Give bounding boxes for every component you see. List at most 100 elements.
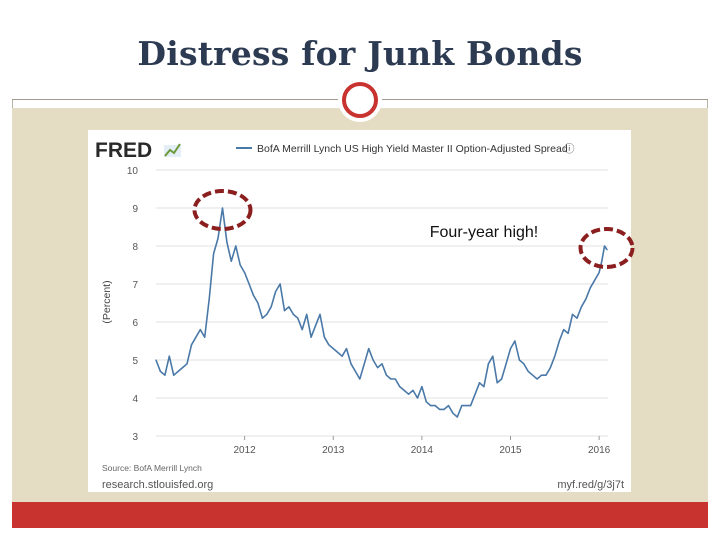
- data-point: [558, 340, 560, 342]
- data-point: [319, 313, 321, 315]
- data-point: [416, 397, 419, 399]
- data-point: [509, 348, 512, 350]
- data-point: [606, 249, 608, 251]
- data-point: [279, 283, 281, 285]
- data-point: [195, 336, 197, 338]
- x-ticks: 2012 2013 2014 2015 2016: [234, 436, 611, 456]
- data-point: [430, 405, 432, 407]
- data-point: [288, 306, 290, 308]
- data-point: [576, 317, 578, 319]
- y-tick-label: 4: [132, 394, 138, 405]
- data-point: [301, 329, 303, 331]
- data-point: [213, 253, 215, 255]
- y-tick-label: 7: [132, 280, 138, 291]
- data-point: [465, 405, 467, 407]
- legend-label: BofA Merrill Lynch US High Yield Master …: [257, 143, 568, 155]
- fred-chart: FRED BofA Merrill Lynch US High Yield Ma…: [95, 139, 624, 491]
- data-point: [199, 329, 201, 331]
- data-point: [332, 348, 334, 350]
- data-point: [461, 405, 463, 407]
- data-point: [549, 367, 551, 369]
- data-point: [571, 313, 574, 315]
- data-point: [412, 389, 414, 391]
- source-note: Source: BofA Merrill Lynch: [102, 463, 202, 473]
- y-tick-label: 5: [132, 356, 138, 367]
- data-point: [168, 355, 170, 357]
- data-point: [563, 329, 565, 331]
- data-point: [226, 241, 228, 243]
- data-point: [527, 370, 529, 372]
- data-point: [337, 351, 339, 353]
- data-point: [601, 260, 603, 262]
- data-point: [385, 374, 387, 376]
- data-point: [514, 340, 516, 342]
- data-point: [323, 336, 325, 338]
- data-point: [603, 245, 606, 247]
- y-tick-label: 6: [132, 318, 138, 329]
- data-point: [545, 374, 547, 376]
- data-point: [155, 359, 157, 361]
- recent-high-highlight-circle: [578, 227, 635, 269]
- legend-info-icon: ⓘ: [564, 143, 575, 155]
- x-tick-label: 2013: [322, 445, 345, 456]
- data-point: [328, 344, 330, 346]
- chart-card: FRED BofA Merrill Lynch US High Yield Ma…: [88, 130, 631, 492]
- data-point: [283, 310, 286, 312]
- data-point: [257, 302, 259, 304]
- y-tick-label: 9: [132, 204, 138, 215]
- data-point: [306, 313, 308, 315]
- data-point: [204, 336, 206, 338]
- data-point: [345, 348, 348, 350]
- grid: [156, 169, 608, 437]
- data-point: [408, 393, 410, 395]
- data-point: [443, 408, 445, 410]
- title-rule-left: [12, 99, 340, 100]
- x-tick-label: 2012: [234, 445, 257, 456]
- data-point: [439, 408, 441, 410]
- data-point: [585, 298, 587, 300]
- data-point: [540, 374, 543, 376]
- series-points: [155, 207, 608, 418]
- annotation-text: Four-year high!: [430, 224, 539, 241]
- data-point: [244, 272, 246, 274]
- fred-logo-mark-icon: [164, 143, 181, 157]
- data-point: [483, 386, 485, 388]
- data-point: [470, 405, 472, 407]
- y-tick-label: 10: [127, 166, 139, 177]
- data-point: [394, 378, 396, 380]
- data-point: [523, 363, 525, 365]
- y-ticks: 3 4 5 6 7 8 9 10: [127, 166, 139, 443]
- fred-logo: FRED: [95, 139, 152, 162]
- data-point: [208, 298, 210, 300]
- data-point: [567, 332, 569, 334]
- data-point: [310, 336, 312, 338]
- data-point: [598, 272, 600, 274]
- data-point: [164, 374, 166, 376]
- data-point: [492, 355, 494, 357]
- data-point: [487, 363, 489, 365]
- data-point: [275, 291, 277, 293]
- data-point: [594, 279, 596, 281]
- data-point: [452, 412, 454, 414]
- data-point: [217, 237, 219, 239]
- data-point: [182, 367, 184, 369]
- data-point: [261, 317, 263, 319]
- data-point: [434, 405, 436, 407]
- short-url: myf.red/g/3j7t: [557, 479, 624, 491]
- y-axis-label: (Percent): [101, 280, 113, 323]
- data-point: [474, 393, 476, 395]
- data-point: [341, 355, 343, 357]
- x-tick-label: 2015: [499, 445, 522, 456]
- data-point: [399, 386, 401, 388]
- data-point: [173, 374, 175, 376]
- data-point: [292, 313, 294, 315]
- data-point: [377, 367, 379, 369]
- data-point: [589, 287, 591, 289]
- y-tick-label: 8: [132, 242, 138, 253]
- data-point: [186, 363, 188, 365]
- data-point: [159, 370, 161, 372]
- data-point: [368, 348, 370, 350]
- data-point: [314, 325, 317, 327]
- data-point: [390, 378, 392, 380]
- data-point: [403, 389, 405, 391]
